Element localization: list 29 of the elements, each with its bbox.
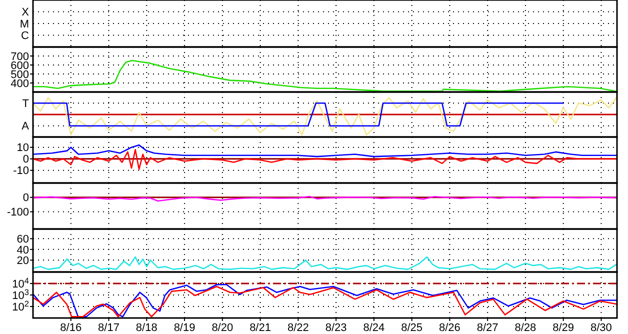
x-tick-label: 8/30 — [590, 322, 612, 334]
y-tick-label: 10 — [16, 142, 29, 154]
y-tick-label: 60 — [16, 234, 29, 246]
x-tick-label: 8/28 — [514, 322, 536, 334]
y-tick-label: 0 — [22, 192, 29, 204]
x-tick-label: 8/16 — [60, 322, 82, 334]
x-tick-label: 8/29 — [552, 322, 574, 334]
text: C — [21, 30, 30, 42]
x-tick-label: 8/18 — [136, 322, 158, 334]
x-tick-label: 8/26 — [438, 322, 460, 334]
y-tick-label: 20 — [16, 255, 29, 268]
text: A — [22, 120, 30, 133]
y-tick-label: -100 — [6, 206, 29, 219]
x-tick-label: 8/22 — [287, 322, 309, 334]
text: X — [22, 6, 30, 19]
text: T — [22, 98, 30, 110]
text: M — [20, 18, 29, 30]
x-tick-label: 8/17 — [98, 322, 120, 334]
x-tick-label: 8/23 — [325, 322, 347, 334]
y-tick-label: -10 — [13, 165, 29, 178]
y-tick-label: 0 — [22, 154, 29, 166]
x-tick-label: 8/25 — [401, 322, 423, 334]
y-tick-label: 400 — [10, 78, 29, 90]
y-tick-label: 40 — [16, 244, 29, 256]
x-tick-label: 8/19 — [174, 322, 196, 334]
x-tick-label: 8/24 — [363, 322, 385, 334]
x-tick-label: 8/20 — [212, 322, 234, 334]
x-tick-label: 8/21 — [250, 322, 271, 334]
x-tick-label: 8/27 — [476, 322, 498, 334]
